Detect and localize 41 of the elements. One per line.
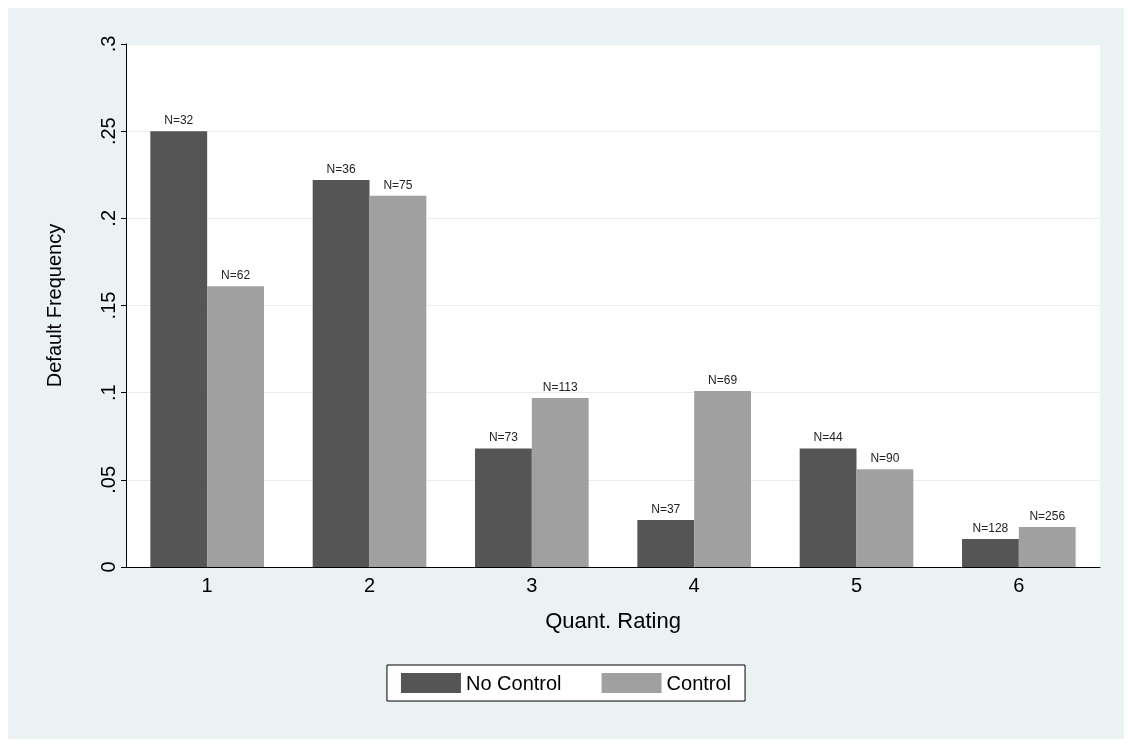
annotation: N=90 xyxy=(870,451,900,466)
y-axis-title: Default Frequency xyxy=(43,223,65,388)
annotation: N=62 xyxy=(221,268,251,283)
x-axis-title: Quant. Rating xyxy=(545,607,681,633)
bar xyxy=(150,131,208,567)
legend-label: No Control xyxy=(465,672,562,694)
bar xyxy=(475,448,532,567)
annotation: N=128 xyxy=(972,521,1009,536)
bar xyxy=(1018,526,1076,567)
bar xyxy=(312,179,370,567)
x-tick-label: 6 xyxy=(1013,574,1025,596)
annotation: N=113 xyxy=(542,379,578,394)
legend-label: Control xyxy=(666,672,732,694)
bar xyxy=(531,397,589,567)
annotation: N=44 xyxy=(813,430,843,445)
annotation: N=69 xyxy=(708,372,738,387)
annotation: N=73 xyxy=(488,430,519,445)
annotation: N=36 xyxy=(326,161,356,176)
y-tick-label: .15 xyxy=(97,291,119,320)
x-tick-label: 5 xyxy=(850,574,863,596)
y-tick-label: .1 xyxy=(97,384,119,402)
y-tick-label: .25 xyxy=(97,117,119,146)
x-tick-label: 4 xyxy=(688,574,700,596)
bar xyxy=(207,286,264,567)
y-tick-label: .3 xyxy=(97,35,119,53)
annotation: N=256 xyxy=(1029,508,1066,523)
bar xyxy=(369,195,427,567)
annotation: N=75 xyxy=(383,177,413,192)
y-tick-label: 0 xyxy=(97,561,119,573)
bar xyxy=(799,448,857,567)
bar xyxy=(962,539,1019,567)
bar xyxy=(856,469,914,567)
bar xyxy=(694,390,751,567)
x-tick-label: 3 xyxy=(526,574,538,596)
bar xyxy=(637,519,695,567)
y-tick-label: .05 xyxy=(97,465,119,494)
y-tick-label: .2 xyxy=(97,209,119,227)
x-tick-label: 1 xyxy=(201,574,213,596)
annotation: N=37 xyxy=(651,501,681,516)
x-tick-label: 2 xyxy=(363,574,376,596)
annotation: N=32 xyxy=(164,113,194,128)
